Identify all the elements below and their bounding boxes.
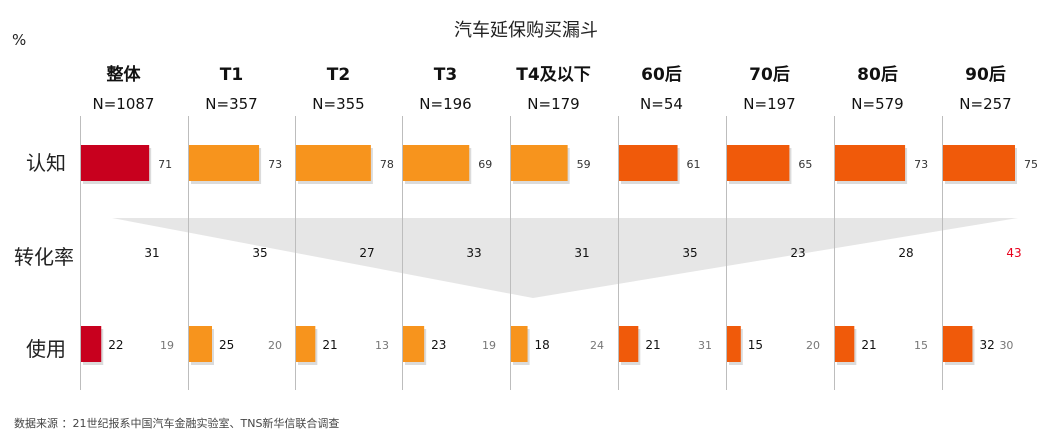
usage-bar: [943, 326, 973, 362]
awareness-value-label: 65: [798, 158, 812, 171]
awareness-bar: [835, 145, 906, 181]
usage-bar: [511, 326, 528, 362]
usage-reference-label: 31: [698, 339, 712, 352]
usage-value-label: 32: [979, 338, 994, 352]
group-name-label: T4及以下: [516, 65, 590, 85]
awareness-value-label: 61: [687, 158, 701, 171]
usage-bar: [835, 326, 855, 362]
usage-value-label: 21: [322, 338, 337, 352]
sample-size-label: N=197: [743, 95, 795, 113]
awareness-value-label: 78: [380, 158, 394, 171]
usage-reference-label: 13: [375, 339, 389, 352]
awareness-bar: [81, 145, 150, 181]
source-note: 数据来源 ：21世纪报系中国汽车金融实验室、TNS新华信联合调查: [14, 416, 339, 430]
usage-value-label: 15: [748, 338, 763, 352]
sample-size-label: N=357: [205, 95, 257, 113]
conversion-value-label: 27: [359, 246, 374, 260]
awareness-bar: [189, 145, 260, 181]
row-label-conversion: 转化率: [14, 245, 74, 269]
awareness-bar: [619, 145, 678, 181]
usage-reference-label: 15: [914, 339, 928, 352]
conversion-value-label: 31: [144, 246, 159, 260]
sample-size-label: N=257: [959, 95, 1011, 113]
awareness-bar: [727, 145, 790, 181]
sample-size-label: N=54: [640, 95, 683, 113]
usage-bar: [403, 326, 425, 362]
usage-reference-label: 30: [999, 339, 1013, 352]
funnel-shape: [112, 218, 1018, 298]
awareness-value-label: 69: [478, 158, 492, 171]
usage-value-label: 25: [219, 338, 234, 352]
awareness-bar: [403, 145, 470, 181]
usage-reference-label: 24: [590, 339, 604, 352]
unit-label: %: [12, 31, 26, 49]
awareness-bar: [511, 145, 568, 181]
usage-reference-label: 19: [482, 339, 496, 352]
chart-title: 汽车延保购买漏斗: [454, 20, 598, 41]
group-name-label: 70后: [749, 65, 790, 85]
conversion-value-label: 23: [790, 246, 805, 260]
usage-bar: [81, 326, 102, 362]
conversion-value-label: 28: [898, 246, 913, 260]
conversion-value-label: 33: [466, 246, 481, 260]
usage-bar: [727, 326, 741, 362]
awareness-value-label: 75: [1024, 158, 1038, 171]
conversion-value-label: 43: [1006, 246, 1021, 260]
group-name-label: T3: [434, 65, 457, 85]
sample-size-label: N=179: [527, 95, 579, 113]
usage-reference-label: 20: [806, 339, 820, 352]
group-name-label: 整体: [107, 64, 142, 85]
group-name-label: 60后: [641, 65, 682, 85]
group-name-label: T1: [220, 65, 243, 85]
sample-size-label: N=1087: [93, 95, 155, 113]
conversion-value-label: 31: [574, 246, 589, 260]
usage-value-label: 18: [535, 338, 550, 352]
group-name-label: 80后: [857, 65, 898, 85]
awareness-value-label: 73: [268, 158, 282, 171]
usage-value-label: 23: [431, 338, 446, 352]
conversion-value-label: 35: [252, 246, 267, 260]
group-name-label: T2: [327, 65, 350, 85]
row-label-usage: 使用: [26, 337, 66, 361]
awareness-value-label: 71: [158, 158, 172, 171]
sample-size-label: N=196: [419, 95, 471, 113]
usage-bar: [296, 326, 316, 362]
awareness-bar: [943, 145, 1015, 181]
usage-reference-label: 20: [268, 339, 282, 352]
awareness-bar: [296, 145, 371, 181]
awareness-value-label: 59: [577, 158, 591, 171]
usage-bar: [189, 326, 212, 362]
row-label-awareness: 认知: [26, 151, 66, 175]
group-name-label: 90后: [965, 65, 1006, 85]
usage-value-label: 21: [645, 338, 660, 352]
usage-bar: [619, 326, 639, 362]
usage-value-label: 21: [861, 338, 876, 352]
conversion-value-label: 35: [682, 246, 697, 260]
awareness-value-label: 73: [914, 158, 928, 171]
sample-size-label: N=355: [312, 95, 364, 113]
sample-size-label: N=579: [851, 95, 903, 113]
usage-value-label: 22: [108, 338, 123, 352]
usage-reference-label: 19: [160, 339, 174, 352]
